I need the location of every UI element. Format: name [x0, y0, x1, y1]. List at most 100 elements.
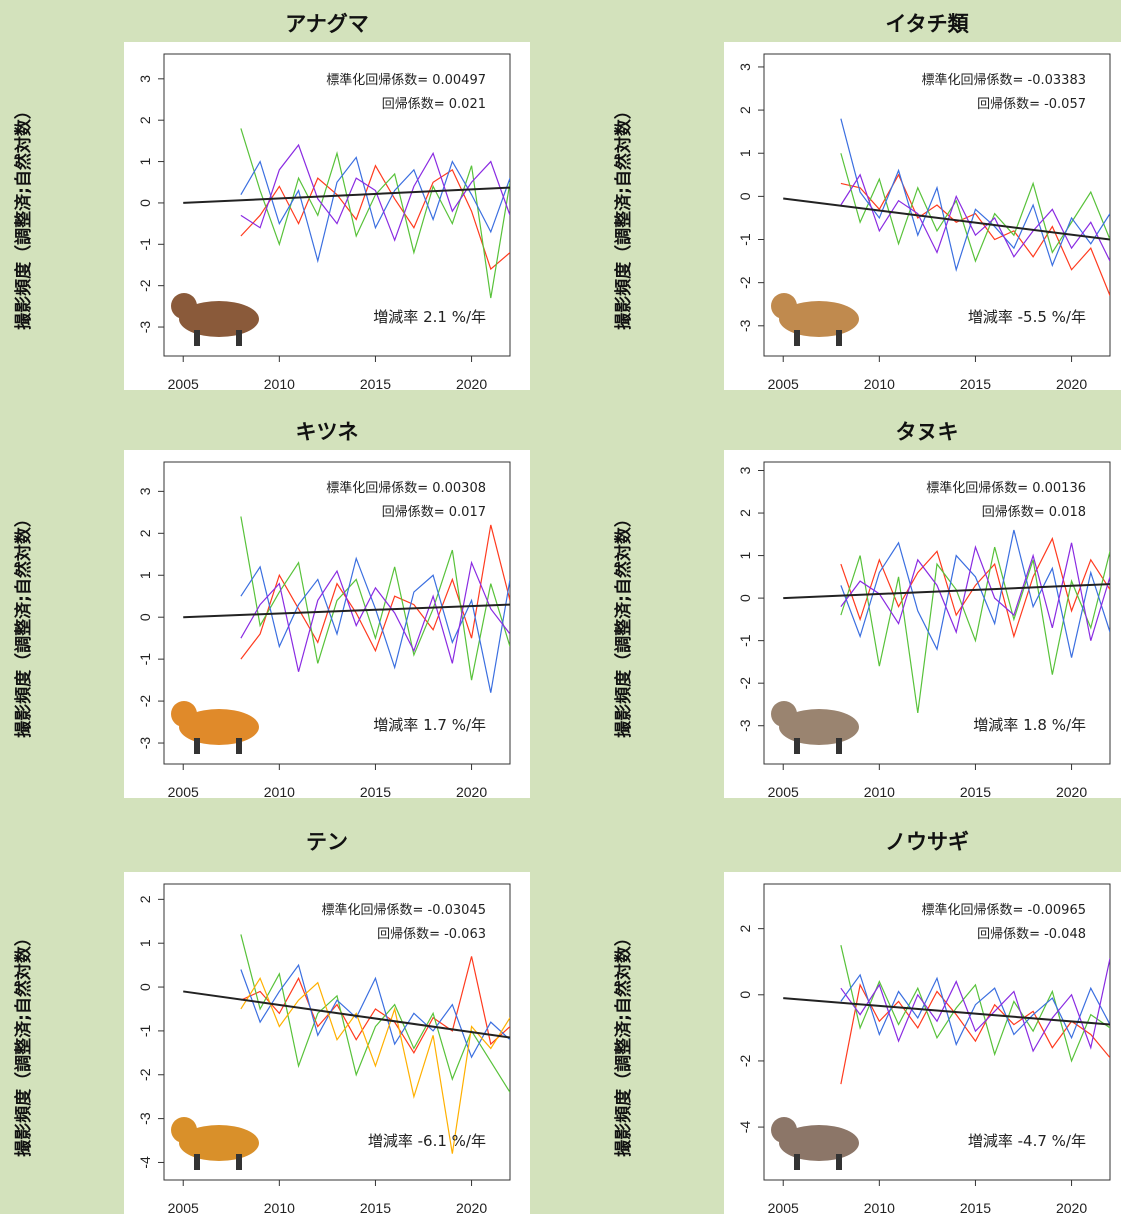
x-tick-label: 2020	[1056, 784, 1087, 800]
y-tick-label: 0	[137, 199, 153, 207]
annotation: 回帰係数= 0.021	[382, 96, 486, 112]
x-tick-label: 2010	[864, 1200, 895, 1214]
y-tick-label: -3	[137, 321, 153, 334]
animal-icon	[771, 293, 859, 346]
y-tick-label: -1	[137, 653, 153, 666]
x-tick-label: 2005	[168, 784, 199, 800]
trend-line	[783, 197, 1110, 241]
icon-leg	[836, 738, 842, 754]
y-tick-label: -1	[137, 1024, 153, 1037]
y-axis-label: 撮影頻度（調整済;自然対数）	[13, 929, 34, 1157]
icon-leg	[194, 738, 200, 754]
y-tick-label: -3	[737, 719, 753, 732]
series-line	[840, 546, 1110, 714]
y-axis-label: 撮影頻度（調整済;自然対数）	[13, 510, 34, 738]
y-tick-label: -3	[737, 319, 753, 332]
icon-head	[171, 701, 197, 727]
icon-body	[179, 709, 259, 745]
icon-leg	[236, 1154, 242, 1170]
y-tick-label: 3	[137, 487, 153, 495]
y-tick-label: 1	[137, 939, 153, 947]
series-line	[840, 173, 1110, 262]
annotation: 回帰係数= 0.018	[982, 504, 1086, 520]
panel-title: タヌキ	[896, 420, 959, 444]
x-tick-label: 2020	[456, 1200, 487, 1214]
y-tick-label: 2	[737, 925, 753, 933]
annotation: 標準化回帰係数= -0.03383	[922, 72, 1086, 88]
x-tick-label: 2005	[168, 376, 199, 392]
annotation: 標準化回帰係数= 0.00136	[926, 480, 1086, 496]
animal-icon	[771, 701, 859, 754]
annotation: 増減率 2.1 %/年	[373, 308, 486, 326]
lines	[783, 529, 1110, 714]
y-tick-label: -2	[737, 1055, 753, 1068]
y-tick-label: 3	[137, 75, 153, 83]
annotation: 増減率 -5.5 %/年	[968, 308, 1086, 326]
x-tick-label: 2010	[264, 1200, 295, 1214]
panel-title: キツネ	[296, 420, 359, 444]
icon-head	[771, 293, 797, 319]
x-tick-label: 2015	[960, 784, 991, 800]
lines	[183, 516, 510, 693]
series-line	[240, 976, 510, 1154]
series-line	[840, 983, 1110, 1085]
y-axis-label: 撮影頻度（調整済;自然対数）	[613, 510, 634, 738]
series-line	[840, 173, 1110, 296]
x-tick-label: 2005	[768, 1200, 799, 1214]
icon-head	[171, 1117, 197, 1143]
y-tick-label: -2	[137, 279, 153, 292]
series-line	[240, 143, 510, 242]
x-tick-label: 2010	[264, 784, 295, 800]
icon-head	[171, 293, 197, 319]
x-tick-label: 2015	[960, 376, 991, 392]
x-tick-label: 2015	[360, 1200, 391, 1214]
y-tick-label: 1	[737, 551, 753, 559]
y-tick-label: 3	[737, 466, 753, 474]
y-tick-label: 3	[737, 63, 753, 71]
icon-leg	[194, 330, 200, 346]
x-tick-label: 2020	[1056, 1200, 1087, 1214]
y-tick-label: -3	[137, 737, 153, 750]
y-tick-label: -3	[137, 1112, 153, 1125]
series-line	[840, 542, 1110, 641]
series-line	[840, 945, 1110, 1063]
plot-frame	[163, 883, 511, 1181]
y-tick-label: 2	[137, 116, 153, 124]
y-tick-label: -2	[737, 276, 753, 289]
icon-leg	[236, 738, 242, 754]
icon-leg	[794, 1154, 800, 1170]
y-tick-label: 2	[137, 529, 153, 537]
annotation: 増減率 1.7 %/年	[373, 716, 486, 734]
x-tick-label: 2010	[864, 784, 895, 800]
series-line	[240, 156, 510, 264]
panel	[724, 450, 1121, 798]
y-tick-label: -2	[737, 677, 753, 690]
y-tick-label: 0	[737, 991, 753, 999]
trend-line	[783, 583, 1110, 600]
panel-title: テン	[306, 830, 348, 854]
y-tick-label: -1	[737, 634, 753, 647]
icon-body	[779, 1125, 859, 1161]
lines	[183, 128, 510, 299]
y-tick-label: -1	[737, 233, 753, 246]
panel-title: イタチ類	[885, 12, 969, 36]
y-tick-label: 2	[737, 509, 753, 517]
annotation: 回帰係数= -0.057	[977, 96, 1086, 112]
y-tick-label: -1	[137, 238, 153, 251]
y-tick-label: 1	[137, 571, 153, 579]
y-tick-label: 0	[737, 192, 753, 200]
icon-leg	[794, 738, 800, 754]
y-tick-label: 2	[137, 895, 153, 903]
x-tick-label: 2005	[168, 1200, 199, 1214]
x-tick-label: 2020	[1056, 376, 1087, 392]
annotation: 増減率 -6.1 %/年	[368, 1132, 486, 1150]
lines	[183, 934, 510, 1154]
annotation: 増減率 1.8 %/年	[973, 716, 1086, 734]
icon-leg	[836, 330, 842, 346]
y-tick-label: 0	[137, 613, 153, 621]
icon-leg	[236, 330, 242, 346]
animal-icon	[171, 293, 259, 346]
lines	[783, 118, 1110, 296]
animal-icon	[771, 1117, 859, 1170]
